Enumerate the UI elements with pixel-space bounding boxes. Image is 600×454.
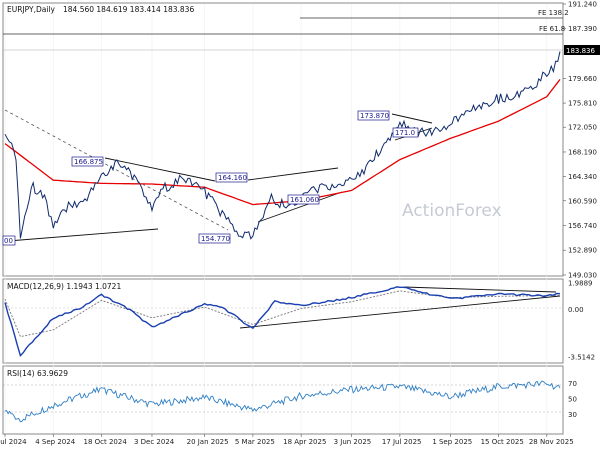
x-tick-label: 4 Sep 2024 [35, 438, 75, 446]
price-tag: 183.836 [566, 47, 595, 55]
rsi-y-label: 50 [568, 396, 577, 404]
macd-signal-line [4, 290, 560, 338]
macd-line [4, 286, 561, 357]
price-tag-box [564, 45, 600, 55]
price-y-label: 164.340 [568, 173, 597, 181]
macd-trendline-upper [403, 286, 557, 293]
price-y-label: 160.590 [568, 197, 597, 205]
price-y-axis: 191.240 187.390 179.660 175.810 172.050 168.1… [563, 1, 597, 280]
fe-618-label: FE 61.8 [539, 25, 565, 33]
pivot-label-166875: 166.875 [74, 158, 103, 166]
pivot-label-171: 171.0 [395, 129, 415, 137]
x-tick-label: 3 Jun 2025 [334, 438, 372, 446]
price-panel-frame [2, 2, 564, 277]
price-y-label: 168.190 [568, 148, 597, 156]
fe-138-label: FE 138.2 [538, 9, 569, 17]
watermark: ActionForex [402, 201, 502, 221]
x-tick-label: 28 Nov 2025 [529, 438, 574, 446]
pivot-label-154770: 154.770 [201, 235, 230, 243]
x-tick-label: 15 Oct 2025 [481, 438, 524, 446]
price-y-label: 156.740 [568, 222, 597, 230]
x-tick-label: 3 Dec 2024 [134, 438, 175, 446]
macd-y-label: -3.5142 [568, 354, 595, 362]
pivot-labels: 00 166.875 164.160 154.770 161.060 173.8… [2, 110, 419, 246]
x-axis: 22 Jul 2024 4 Sep 2024 18 Oct 2024 3 Dec 20… [0, 434, 574, 446]
triangle-upper [104, 157, 216, 182]
grid [4, 4, 548, 433]
pivot-label-164160: 164.160 [218, 174, 247, 182]
price-y-label: 172.050 [568, 124, 597, 132]
rsi-y-label: 30 [568, 411, 577, 419]
x-tick-label: 1 Sep 2025 [432, 438, 472, 446]
x-tick-label: 5 Mar 2025 [235, 438, 275, 446]
x-tick-label: 18 Oct 2024 [84, 438, 128, 446]
macd-y-label: 1.9889 [568, 280, 593, 288]
fib-levels: FE 138.2 FE 61.8 [3, 9, 569, 51]
macd-title: MACD(12,26,9) 1.1943 1.0721 [7, 282, 121, 291]
pivot-label-164160-box [215, 172, 248, 183]
macd-panel-frame [2, 278, 564, 364]
rsi-line [4, 380, 561, 423]
price-y-label: 152.890 [568, 247, 597, 255]
pivot-label-171-box [392, 127, 419, 138]
price-line [4, 51, 561, 240]
pivot-label-156: 00 [4, 237, 13, 245]
pivot-label-154770-box [198, 233, 231, 244]
rsi-panel-frame [2, 365, 564, 435]
price-y-label: 175.810 [568, 100, 597, 108]
chart-header-ohlc: 184.560 184.619 183.414 183.836 [63, 5, 194, 14]
chart-header-symbol: EURJPY,Daily [7, 5, 56, 14]
x-tick-label: 20 Jan 2025 [187, 438, 229, 446]
x-tick-label: 17 Jul 2025 [382, 438, 422, 446]
macd-y-label: 0.00 [568, 306, 584, 314]
price-y-label: 187.390 [568, 25, 597, 33]
pivot-label-156-box [2, 235, 16, 246]
price-y-label: 191.240 [568, 1, 597, 9]
x-tick-label: 22 Jul 2024 [0, 438, 27, 446]
dashed-downtrend [4, 109, 229, 231]
pivot-label-161060: 161.060 [290, 196, 319, 204]
pivot-label-173870-box [357, 110, 390, 121]
wedge-upper [391, 113, 433, 124]
macd-y-axis: 1.9889 0.00 -3.5142 [568, 280, 595, 362]
pivot-label-173870: 173.870 [360, 112, 389, 120]
flag-lower [257, 191, 343, 223]
rsi-y-label: 70 [568, 380, 577, 388]
price-y-label: 149.030 [568, 272, 597, 280]
pivot-label-161060-box [287, 194, 320, 205]
rsi-title: RSI(14) 63.9629 [7, 369, 68, 378]
triangle-lower [7, 228, 159, 242]
macd-trendline-lower [239, 295, 561, 329]
x-tick-label: 18 Apr 2025 [283, 438, 326, 446]
rsi-y-axis: 70 50 30 [568, 380, 577, 419]
pivot-label-166875-box [71, 156, 104, 167]
price-y-label: 179.660 [568, 75, 597, 83]
flag-upper [247, 167, 339, 181]
